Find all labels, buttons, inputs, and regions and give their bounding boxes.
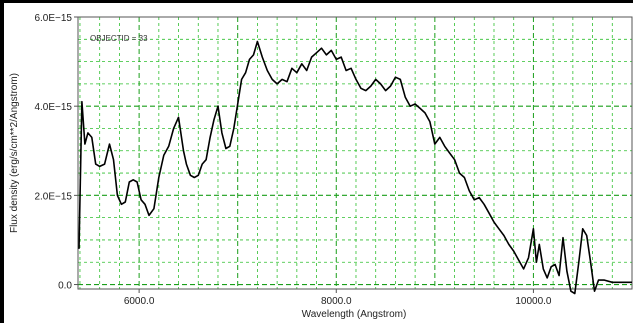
left-border (0, 0, 4, 323)
plot-border (77, 16, 633, 290)
x-tick-label: 6000.0 (124, 296, 155, 307)
objectid-annotation: OBJECTID = 33 (90, 34, 148, 43)
x-tick-label: 10000.0 (515, 296, 552, 307)
y-tick-label: 2.0E−15 (34, 191, 72, 202)
top-border (0, 0, 633, 3)
spectrum-line (78, 40, 632, 295)
y-tick-label: 0.0 (58, 281, 72, 292)
x-axis-label: Wavelength (Angstrom) (302, 309, 407, 320)
x-tick-label: 8000.0 (321, 296, 352, 307)
y-axis-label: Flux density (erg/s/cm**2/Angstrom) (9, 73, 20, 233)
y-tick-label: 6.0E−15 (34, 13, 72, 24)
plot-area (78, 17, 632, 289)
y-tick-label: 4.0E−15 (34, 102, 72, 113)
